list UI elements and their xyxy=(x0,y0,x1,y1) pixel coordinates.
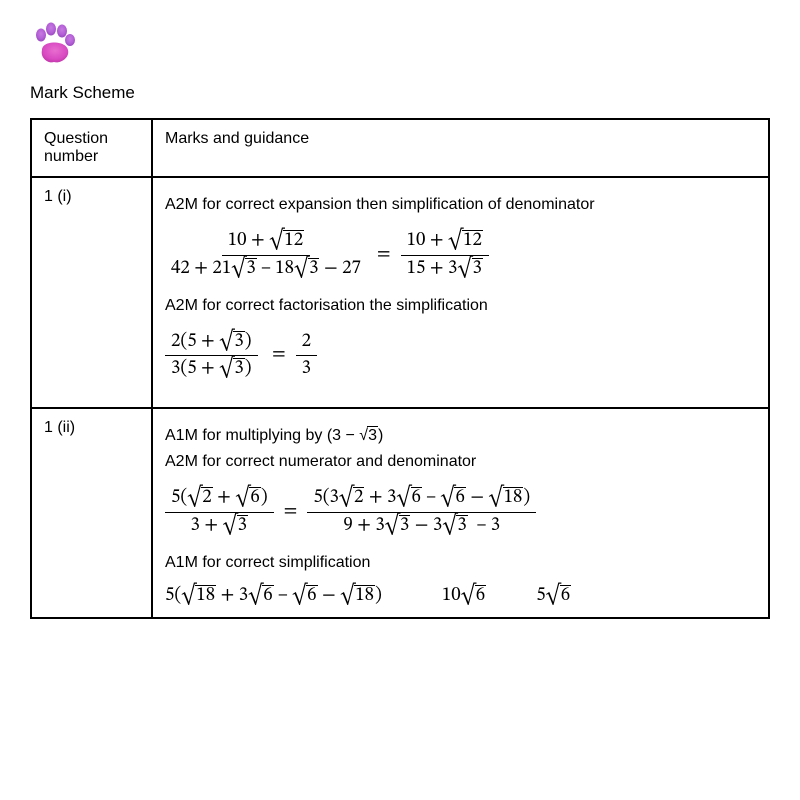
guidance-cell: A1M for multiplying by (3 − √3) A2M for … xyxy=(152,408,769,617)
equation: 2(5 + √3) 3(5 + √3) = 2 3 xyxy=(165,329,756,384)
question-number: 1 (ii) xyxy=(31,408,152,617)
paw-logo xyxy=(30,20,78,68)
guidance-line: A1M for multiplying by (3 − √3) xyxy=(165,427,756,445)
guidance-cell: A2M for correct expansion then simplific… xyxy=(152,177,769,408)
page-title: Mark Scheme xyxy=(30,83,770,103)
guidance-line: A2M for correct numerator and denominato… xyxy=(165,453,756,471)
guidance-line: A1M for correct simplification xyxy=(165,554,756,572)
header-question: Question number xyxy=(31,119,152,177)
guidance-line: A2M for correct expansion then simplific… xyxy=(165,196,756,214)
guidance-line: A2M for correct factorisation the simpli… xyxy=(165,297,756,315)
mark-scheme-table: Question number Marks and guidance 1 (i)… xyxy=(30,118,770,619)
table-row: 1 (i) A2M for correct expansion then sim… xyxy=(31,177,769,408)
equation: 5(√2 + √6) 3 + √3 = 5(3√2 + 3√6 – √6 − √… xyxy=(165,485,756,540)
table-row: 1 (ii) A1M for multiplying by (3 − √3) A… xyxy=(31,408,769,617)
question-number: 1 (i) xyxy=(31,177,152,408)
header-guidance: Marks and guidance xyxy=(152,119,769,177)
equation: 5(√18 + 3√6 – √6 − √18) 10√6 5√6 xyxy=(165,586,756,607)
equation: 10 + √12 42 + 21√3 – 18√3 − 27 = 10 + √1… xyxy=(165,228,756,283)
